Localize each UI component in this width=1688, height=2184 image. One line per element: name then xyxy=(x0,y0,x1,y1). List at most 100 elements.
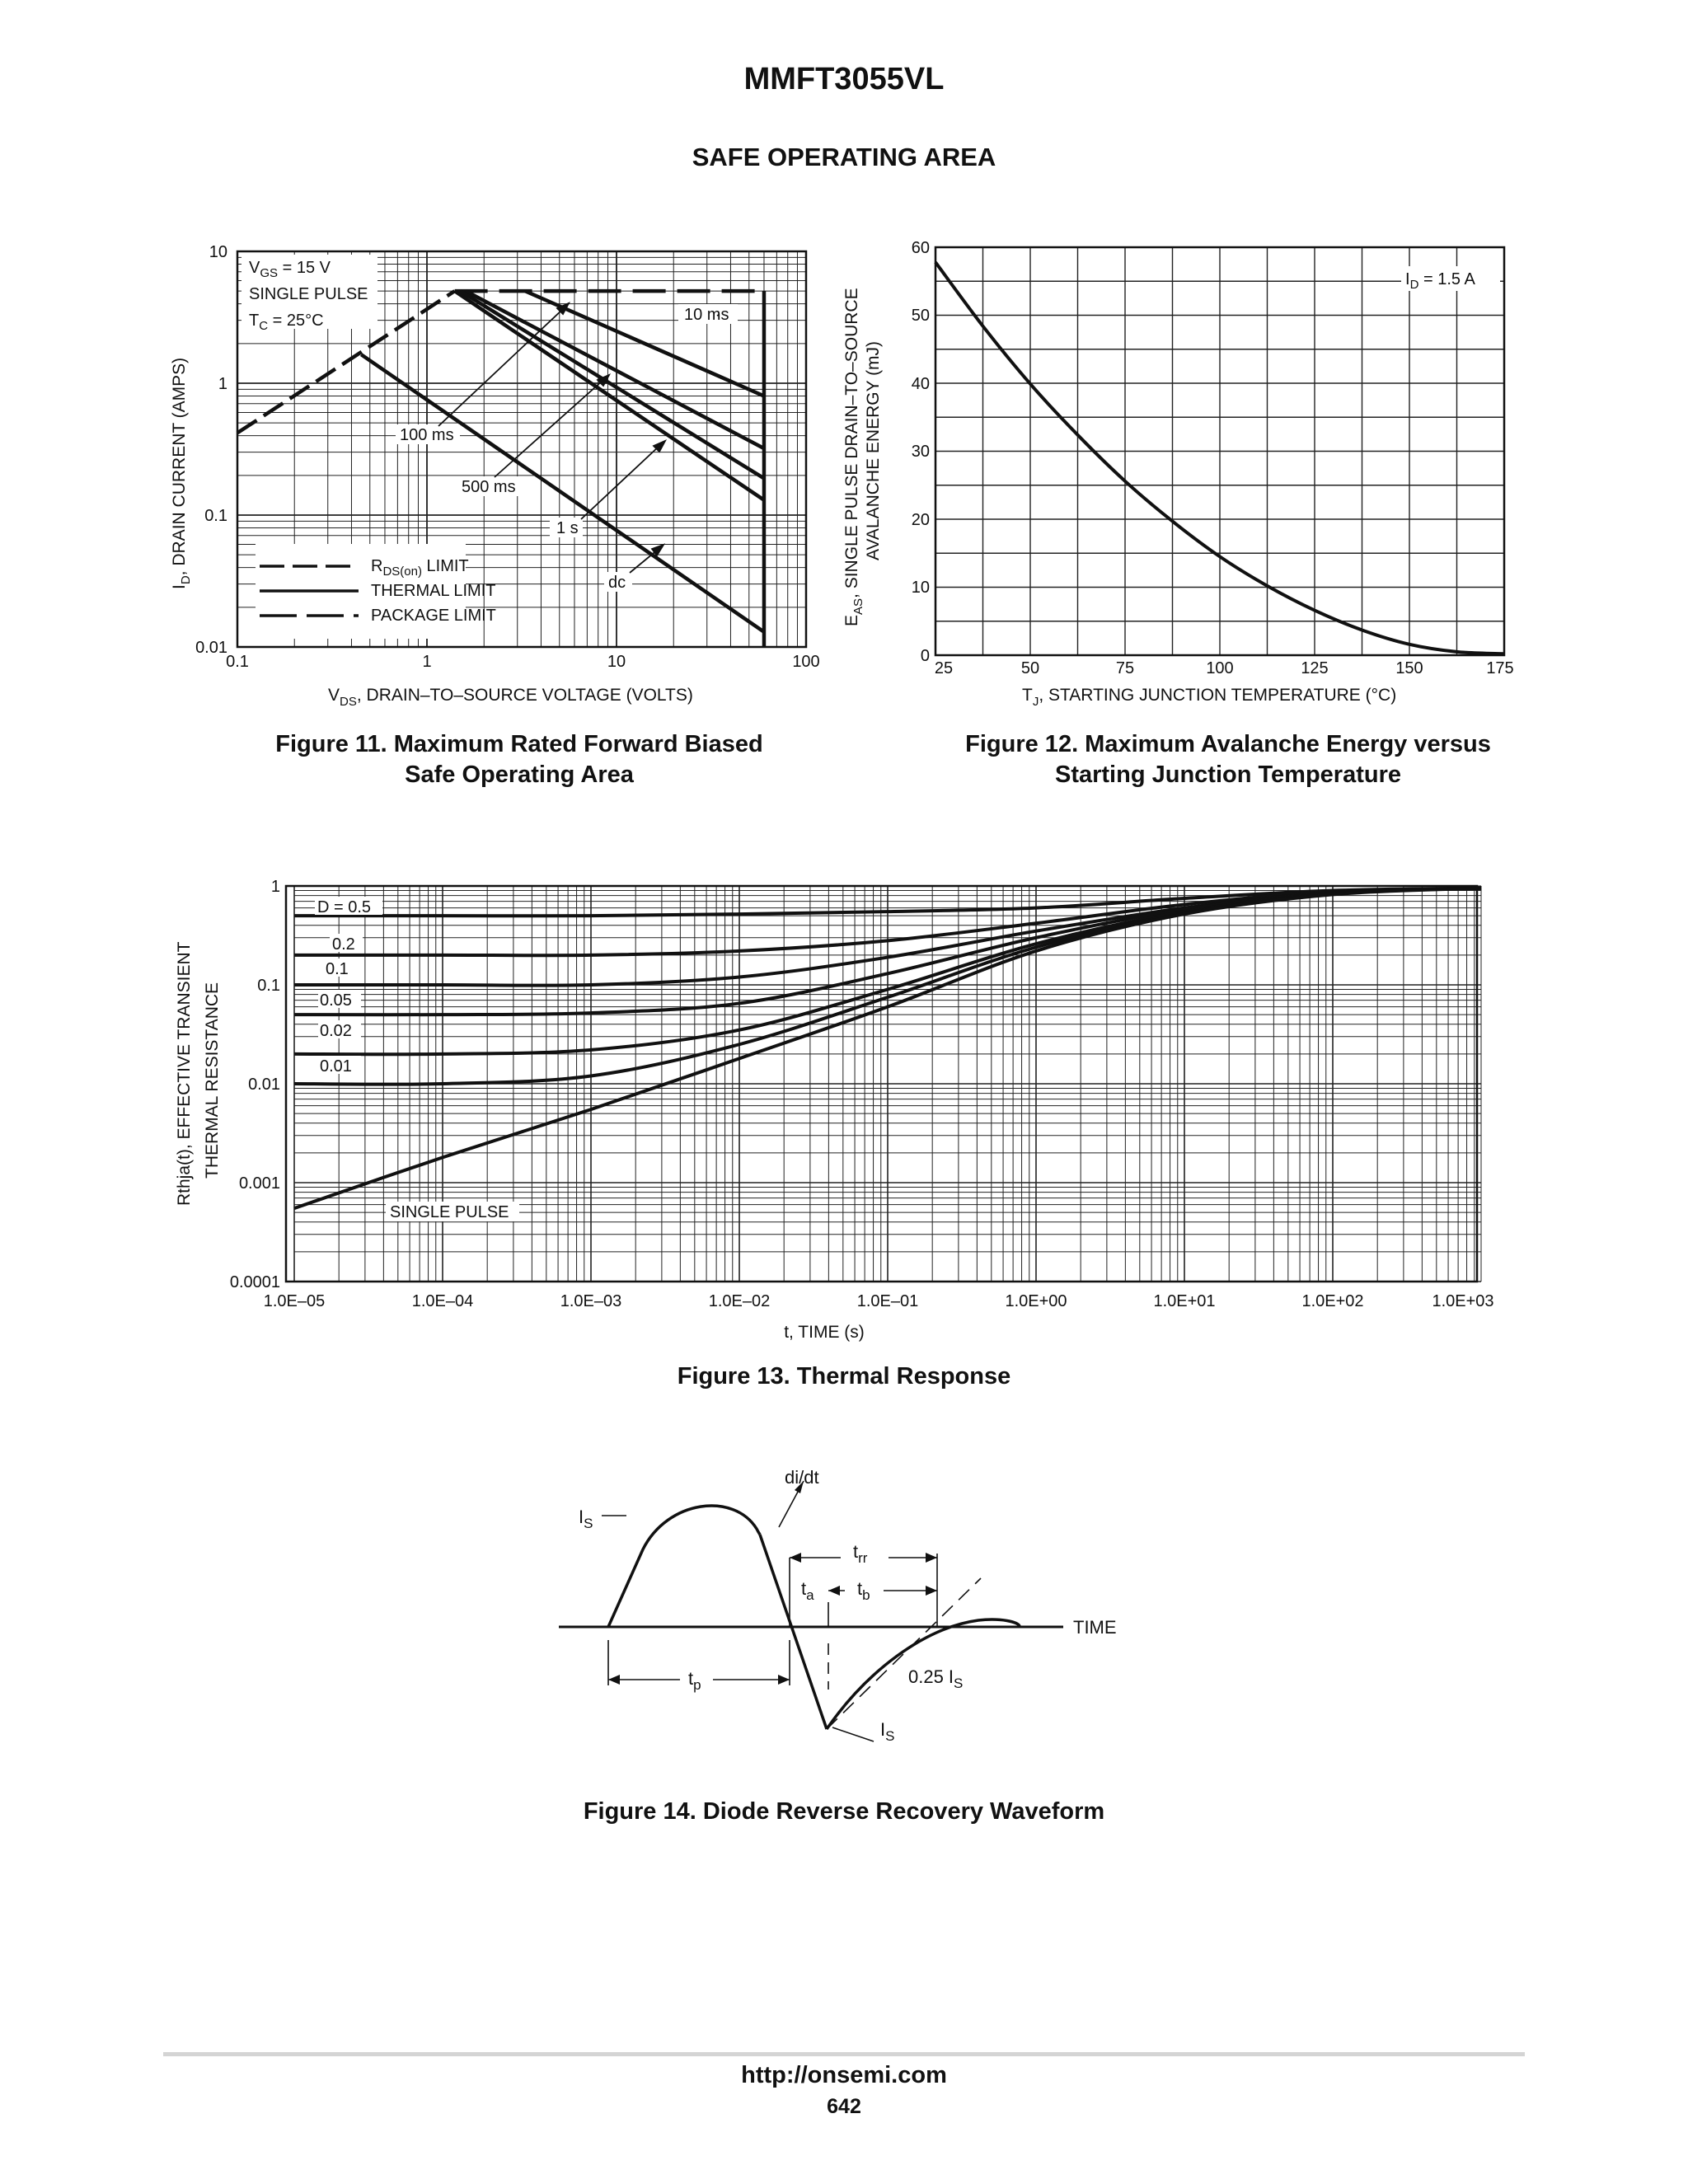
duty-label: 0.05 xyxy=(320,991,352,1010)
x-tick-label: 1.0E+03 xyxy=(1432,1292,1493,1310)
y-tick-label: 60 xyxy=(912,239,930,257)
section-title: SAFE OPERATING AREA xyxy=(692,143,996,171)
caption-line: Figure 11. Maximum Rated Forward Biased xyxy=(275,731,763,757)
y-axis-label-line2: AVALANCHE ENERGY (mJ) xyxy=(864,341,883,560)
x-tick-label: 150 xyxy=(1395,659,1423,677)
x-tick-label: 1.0E–03 xyxy=(560,1292,622,1310)
y-tick-label: 30 xyxy=(912,443,930,461)
caption-line: Safe Operating Area xyxy=(405,762,634,788)
label-is-reverse: IS xyxy=(880,1719,894,1744)
label-ta: ta xyxy=(801,1578,814,1603)
curve-label-10ms: 10 ms xyxy=(684,306,729,324)
y-tick-label: 0 xyxy=(921,647,930,665)
y-tick-label: 1 xyxy=(271,878,280,896)
x-tick-label: 1 xyxy=(422,653,431,671)
recovery-curve xyxy=(825,1618,1021,1730)
y-tick-label: 0.1 xyxy=(204,507,227,525)
label-tb: tb xyxy=(857,1578,870,1603)
y-tick-label: 0.0001 xyxy=(230,1273,280,1291)
x-tick-label: 0.1 xyxy=(226,653,249,671)
figure-13-chart: 1.0E–05 1.0E–04 1.0E–03 1.0E–02 1.0E–01 … xyxy=(175,878,1494,1342)
y-axis-label: ID, DRAIN CURRENT (AMPS) xyxy=(170,358,193,589)
legend-label-rds: RDS(on) LIMIT xyxy=(371,557,469,579)
y-axis-label: EAS, SINGLE PULSE DRAIN–TO–SOURCE xyxy=(842,288,865,626)
x-tick-label: 1.0E+02 xyxy=(1301,1292,1363,1310)
figure-14-caption: Figure 14. Diode Reverse Recovery Wavefo… xyxy=(583,1798,1105,1825)
curve-label-500ms: 500 ms xyxy=(462,478,516,496)
forward-current-curve xyxy=(607,1504,762,1628)
legend-label-package: PACKAGE LIMIT xyxy=(371,607,496,625)
label-trr: trr xyxy=(853,1541,868,1566)
x-axis-label: VDS, DRAIN–TO–SOURCE VOLTAGE (VOLTS) xyxy=(328,686,693,709)
thermal-limit-500-ms xyxy=(459,289,766,480)
thermal-limit-1-s xyxy=(453,289,766,502)
x-axis-label: TJ, STARTING JUNCTION TEMPERATURE (°C) xyxy=(1022,686,1396,709)
x-tick-label: 175 xyxy=(1486,659,1513,677)
x-tick-label: 1.0E+01 xyxy=(1153,1292,1215,1310)
thermal-limit-dc xyxy=(359,353,766,634)
figure-14-diagram: IS di/dt trr ta tb TIME tp 0.25 IS IS xyxy=(559,1467,1117,1744)
y-tick-label: 10 xyxy=(912,579,930,597)
curve-label-dc: dc xyxy=(608,574,626,592)
figure-11-chart: 0.1 1 10 100 0.01 0.1 1 10 ID, DRAIN CUR… xyxy=(170,243,820,709)
y-tick-label: 40 xyxy=(912,375,930,393)
y-axis-label: Rthja(t), EFFECTIVE TRANSIENT xyxy=(175,941,194,1206)
curve-label-1s: 1 s xyxy=(556,519,579,537)
figure-13-caption: Figure 13. Thermal Response xyxy=(677,1363,1011,1390)
figure-12-chart: 25 50 75 100 125 150 175 0 10 20 30 40 5… xyxy=(842,239,1514,709)
y-tick-label: 0.01 xyxy=(248,1076,280,1094)
thermal-curve-SINGLE-PULSE xyxy=(293,886,1482,1211)
curve-label-100ms: 100 ms xyxy=(400,426,454,444)
y-tick-label: 0.1 xyxy=(257,977,280,995)
x-tick-label: 1.0E–05 xyxy=(264,1292,326,1310)
label-didt: di/dt xyxy=(785,1467,819,1488)
document-title: MMFT3055VL xyxy=(743,62,945,96)
duty-label: 0.02 xyxy=(320,1022,352,1040)
x-tick-label: 50 xyxy=(1021,659,1039,677)
x-tick-label: 100 xyxy=(1206,659,1233,677)
x-tick-label: 1.0E+00 xyxy=(1005,1292,1067,1310)
condition-tc: TC = 25°C xyxy=(249,312,324,333)
single-pulse-label: SINGLE PULSE xyxy=(390,1203,509,1221)
avalanche-energy-curve xyxy=(934,260,1505,656)
figure-12-caption: Figure 12. Maximum Avalanche Energy vers… xyxy=(915,729,1541,790)
caption-line: Starting Junction Temperature xyxy=(1054,762,1402,788)
y-tick-label: 1 xyxy=(218,375,227,393)
x-tick-label: 100 xyxy=(792,653,819,671)
y-tick-label: 0.001 xyxy=(239,1174,280,1193)
duty-label: 0.2 xyxy=(332,935,355,954)
y-tick-label: 0.01 xyxy=(195,639,227,657)
thermal-curve-D-0.5 xyxy=(293,886,1482,918)
label-tp: tp xyxy=(688,1668,701,1693)
reverse-current-curve xyxy=(758,1534,828,1730)
thermal-limit-100-ms xyxy=(464,289,766,451)
duty-label: 0.01 xyxy=(320,1057,352,1076)
x-tick-label: 125 xyxy=(1301,659,1328,677)
x-tick-label: 10 xyxy=(607,653,626,671)
x-tick-label: 75 xyxy=(1116,659,1134,677)
x-tick-label: 1.0E–02 xyxy=(709,1292,771,1310)
y-tick-label: 50 xyxy=(912,307,930,325)
caption-line: Figure 12. Maximum Avalanche Energy vers… xyxy=(965,731,1491,757)
footer-url: http://onsemi.com xyxy=(741,2062,947,2088)
y-tick-label: 10 xyxy=(209,243,227,261)
legend-label-thermal: THERMAL LIMIT xyxy=(371,582,496,600)
duty-label: D = 0.5 xyxy=(317,898,371,916)
condition-vgs: VGS = 15 V xyxy=(249,259,331,280)
label-time-axis: TIME xyxy=(1073,1617,1117,1638)
duty-label: 0.1 xyxy=(326,960,349,978)
y-axis-label-line2: THERMAL RESISTANCE xyxy=(203,982,222,1179)
label-is-peak: IS xyxy=(579,1507,593,1531)
x-axis-label: t, TIME (s) xyxy=(784,1323,865,1342)
x-tick-label: 1.0E–04 xyxy=(412,1292,474,1310)
page-number: 642 xyxy=(827,2095,861,2118)
rds-limit-line xyxy=(236,289,456,435)
id-annotation: ID = 1.5 A xyxy=(1405,270,1475,292)
footer-divider xyxy=(163,2052,1525,2056)
label-025-is: 0.25 IS xyxy=(908,1666,963,1691)
x-tick-label: 1.0E–01 xyxy=(857,1292,919,1310)
figure-11-caption: Figure 11. Maximum Rated Forward Biased … xyxy=(206,729,832,790)
y-tick-label: 20 xyxy=(912,511,930,529)
x-tick-label: 25 xyxy=(935,659,953,677)
condition-pulse: SINGLE PULSE xyxy=(249,285,368,303)
